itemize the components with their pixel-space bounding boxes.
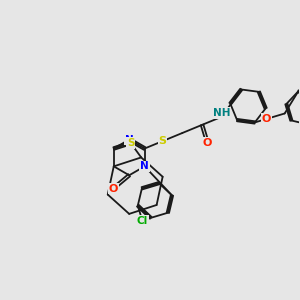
Text: N: N bbox=[125, 135, 134, 145]
Text: O: O bbox=[109, 184, 118, 194]
Text: Cl: Cl bbox=[137, 216, 148, 226]
Text: O: O bbox=[203, 138, 212, 148]
Text: NH: NH bbox=[213, 108, 231, 118]
Text: N: N bbox=[140, 161, 149, 171]
Text: S: S bbox=[158, 136, 166, 146]
Text: O: O bbox=[262, 114, 271, 124]
Text: S: S bbox=[127, 138, 134, 148]
